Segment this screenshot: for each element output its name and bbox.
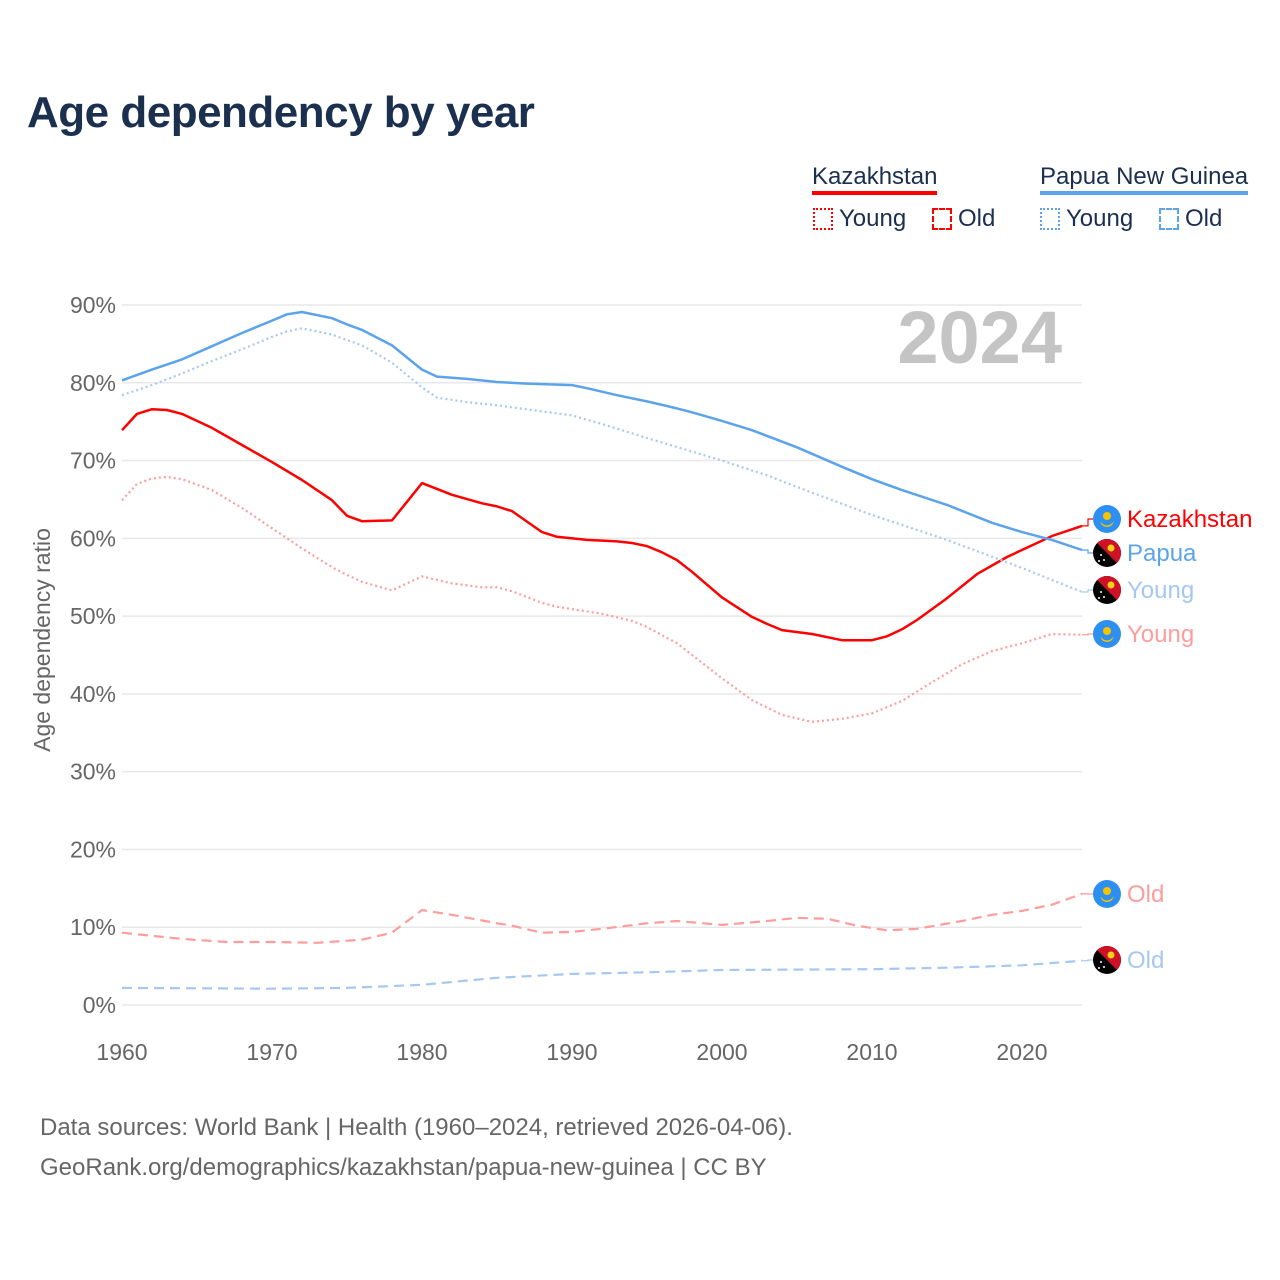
footer: Data sources: World Bank | Health (1960–… — [40, 1108, 793, 1188]
series-end-label: Young — [1127, 577, 1194, 604]
series-end-label: Old — [1127, 881, 1164, 908]
legend-png-old[interactable]: Old — [1159, 205, 1222, 233]
y-tick-label: 20% — [70, 836, 116, 862]
y-tick-label: 60% — [70, 525, 116, 551]
series-line-kazakhstan — [121, 407, 1083, 642]
year-watermark: 2024 — [897, 296, 1062, 379]
papua-new-guinea-flag-icon — [1093, 946, 1121, 974]
x-tick-label: 2010 — [846, 1039, 897, 1065]
legend-label: Young — [1066, 205, 1134, 232]
dotted-swatch-icon — [813, 208, 833, 230]
y-axis-label: Age dependency ratio — [29, 528, 55, 752]
y-tick-label: 30% — [70, 759, 116, 785]
y-tick-label: 70% — [70, 448, 116, 474]
y-tick-label: 0% — [83, 992, 116, 1018]
x-tick-label: 2000 — [696, 1039, 747, 1065]
y-tick-label: 40% — [70, 681, 116, 707]
label-connector — [1082, 549, 1093, 554]
kazakhstan-flag-icon — [1093, 505, 1121, 533]
y-tick-label: 10% — [70, 914, 116, 940]
x-tick-label: 1980 — [396, 1039, 447, 1065]
label-connector — [1082, 633, 1093, 636]
series-end-label: Papua — [1127, 540, 1197, 567]
legend-label: Old — [958, 205, 996, 232]
kazakhstan-flag-icon — [1093, 620, 1121, 648]
x-tick-label: 1990 — [546, 1039, 597, 1065]
dotted-swatch-icon — [1040, 208, 1060, 230]
legend-kazakhstan-young[interactable]: Young — [813, 205, 906, 233]
series-line-papua-new-guinea — [121, 310, 1083, 552]
label-connector — [1082, 959, 1093, 962]
chart-title: Age dependency by year — [27, 88, 535, 137]
papua-new-guinea-flag-icon — [1093, 576, 1121, 604]
series-end-label: Old — [1127, 947, 1164, 974]
source-url[interactable]: GeoRank.org/demographics/kazakhstan/papu… — [40, 1154, 767, 1181]
legend-papua-new-guinea[interactable]: Papua New Guinea — [1040, 163, 1249, 195]
legend-label: Old — [1185, 205, 1223, 232]
legend-label: Young — [839, 205, 907, 232]
papua-new-guinea-flag-icon — [1093, 539, 1121, 567]
legend-kazakhstan[interactable]: Kazakhstan — [812, 163, 938, 195]
label-connector — [1082, 518, 1093, 527]
y-tick-label: 50% — [70, 603, 116, 629]
y-tick-label: 80% — [70, 370, 116, 396]
line-chart: 0% 10% 20% 30% 40% 50% 60% 70% 80% 90% 1960 1970 198… — [29, 292, 1252, 1065]
series-line-kazakhstan-old — [121, 892, 1083, 944]
series-line-kazakhstan-young — [121, 475, 1083, 723]
legend-kazakhstan-old[interactable]: Old — [932, 205, 995, 233]
series-end-label: Young — [1127, 621, 1194, 648]
x-tick-label: 2020 — [996, 1039, 1047, 1065]
dashed-swatch-icon — [1159, 208, 1179, 230]
label-connector — [1082, 589, 1093, 593]
source-text: Data sources: World Bank | Health (1960–… — [40, 1114, 793, 1141]
x-tick-label: 1970 — [246, 1039, 297, 1065]
series-end-label: Kazakhstan — [1127, 506, 1252, 533]
dashed-swatch-icon — [932, 208, 952, 230]
legend-png-young[interactable]: Young — [1040, 205, 1133, 233]
y-tick-label: 90% — [70, 292, 116, 318]
series-line-papua-new-guinea-young — [121, 327, 1083, 594]
kazakhstan-flag-icon — [1093, 880, 1121, 908]
series-line-papua-new-guinea-old — [121, 959, 1083, 990]
x-tick-label: 1960 — [96, 1039, 147, 1065]
